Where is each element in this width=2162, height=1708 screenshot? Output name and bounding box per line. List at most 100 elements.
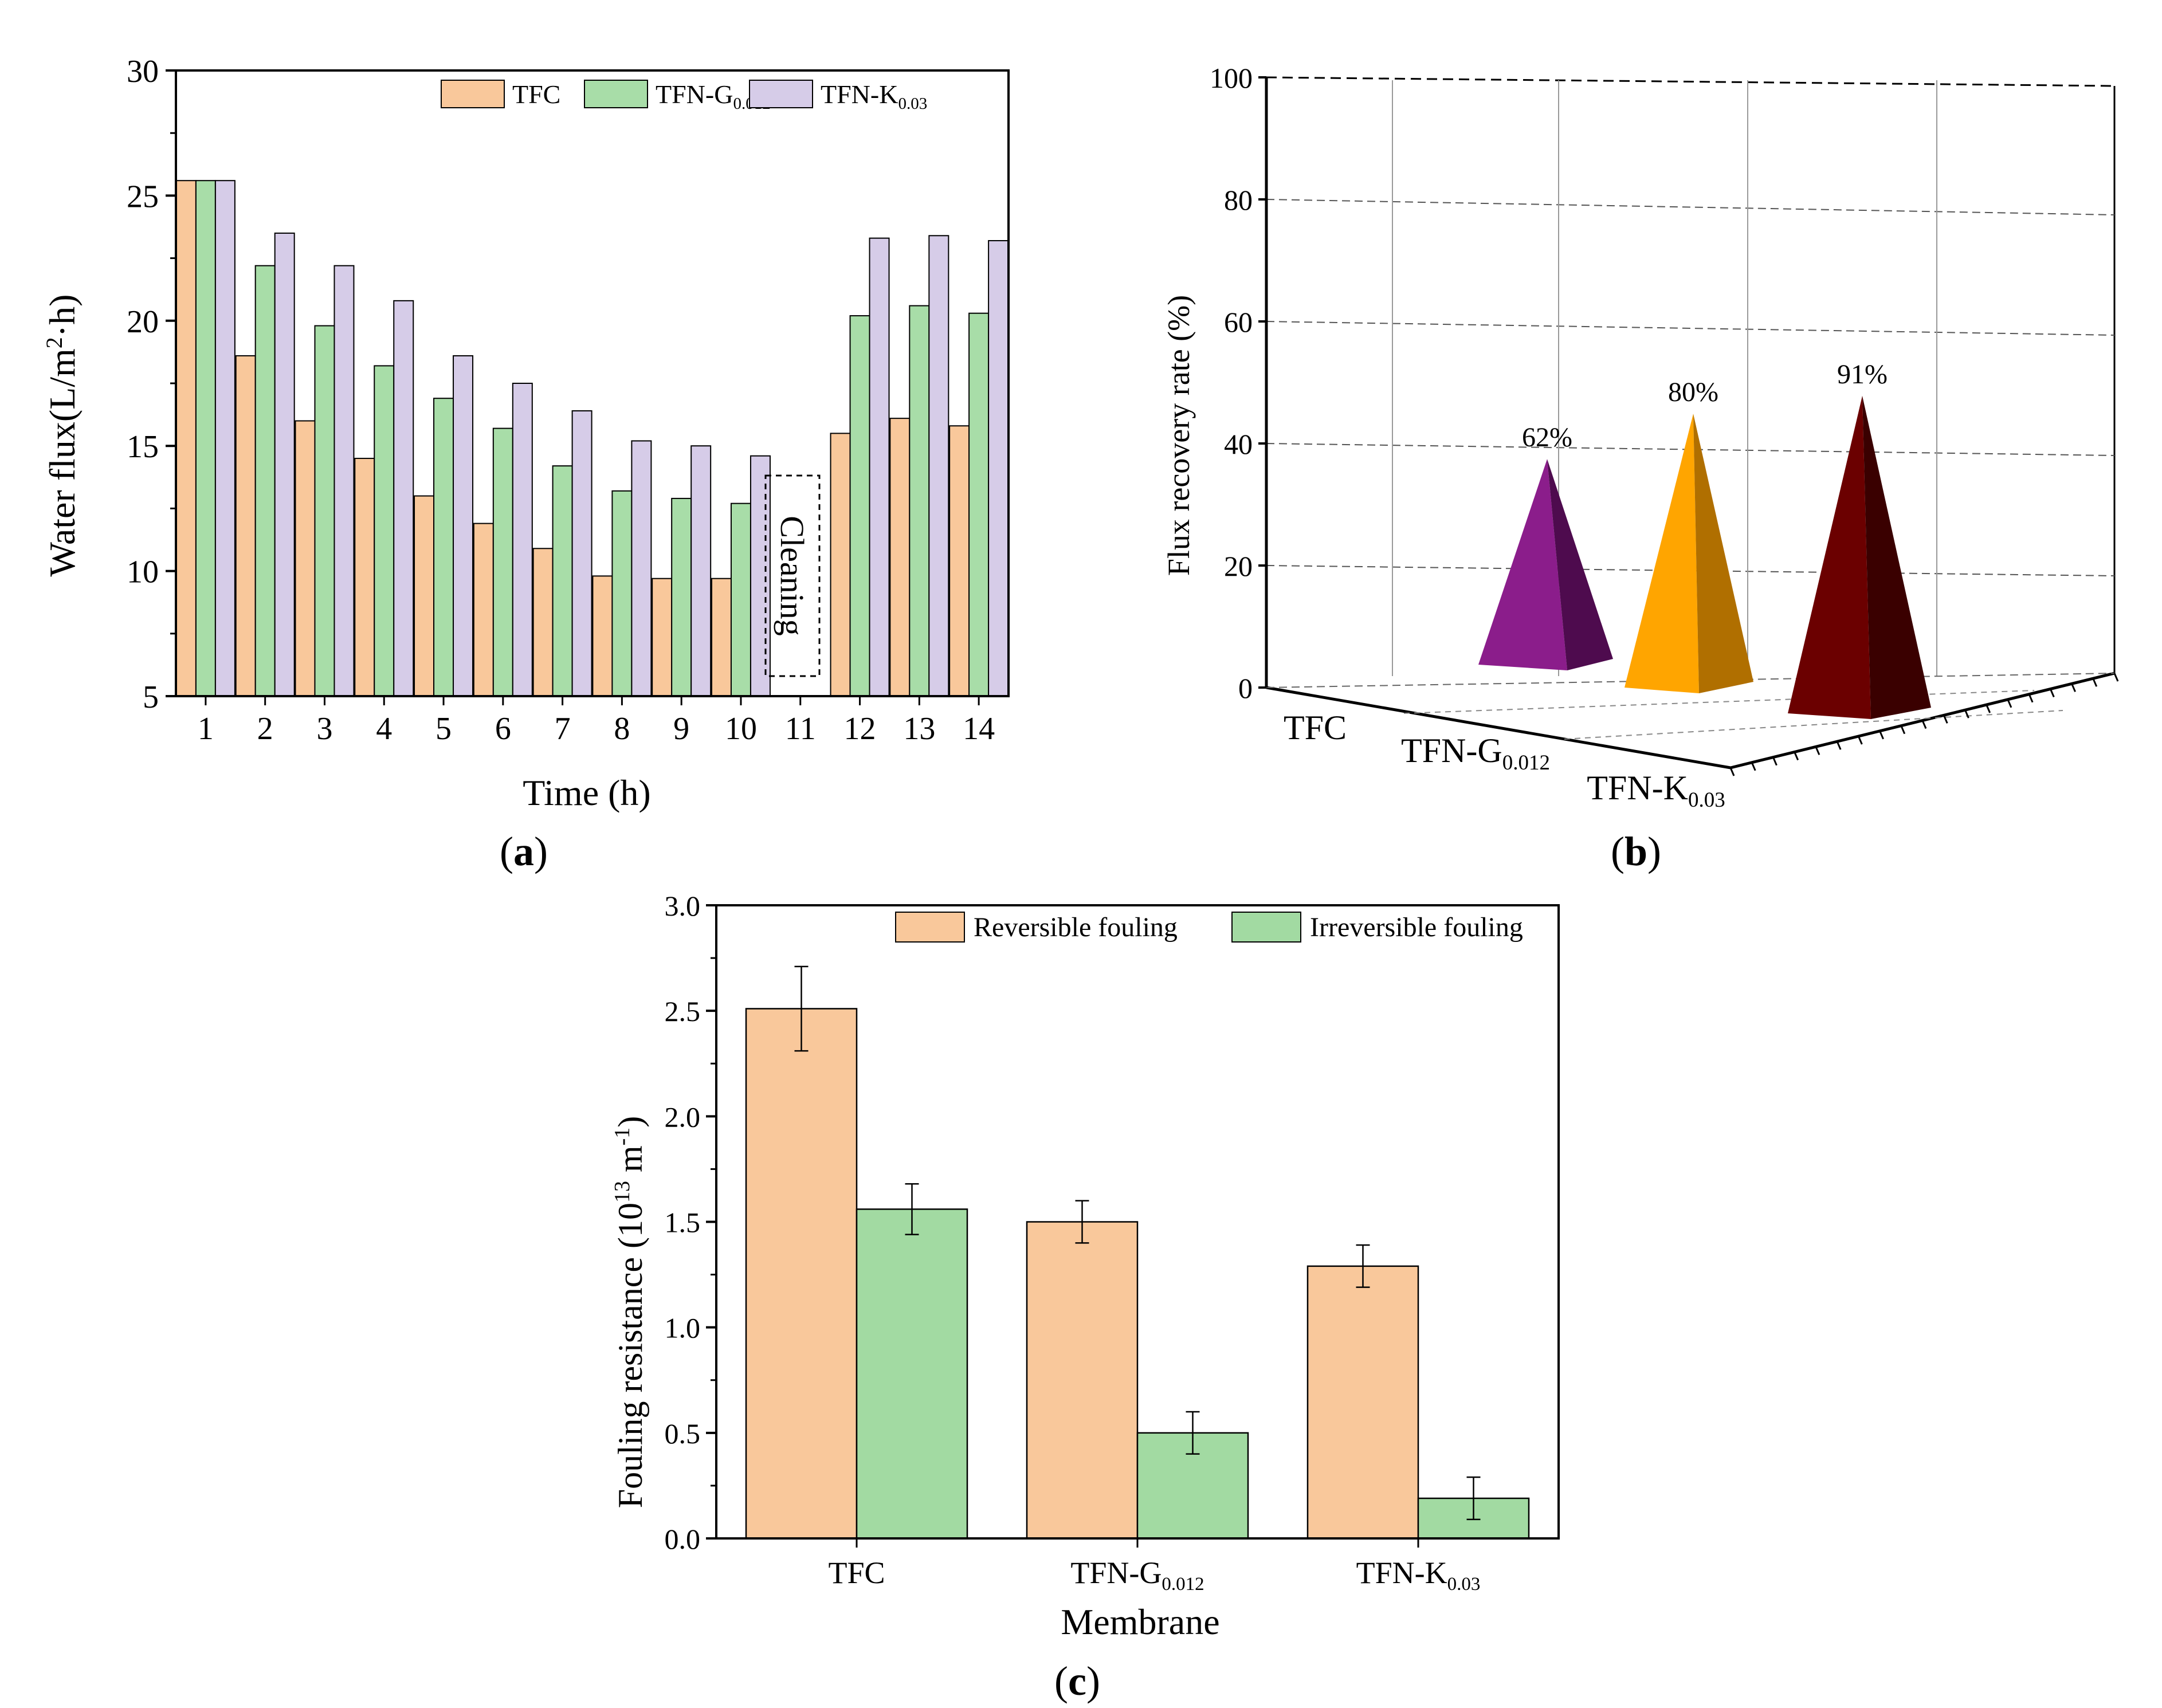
bar-a-TFN-K-5 (453, 355, 474, 697)
panel-c-chart: 0.0 0.5 1.0 1.5 2.0 2.5 3.0 TFC TFN-G0.012 TFN-K… (610, 890, 1560, 1704)
y-tick-label: 10 (127, 555, 159, 590)
legend-swatch (895, 912, 965, 943)
panel-b-pyramids: 62% 80% 91% (1478, 359, 1931, 719)
floor-tick (1836, 741, 1842, 750)
bar-a-TFC-2 (235, 355, 256, 697)
x-tick-label: 12 (844, 711, 876, 747)
bar-c-0-0 (745, 1008, 858, 1540)
y-tick-label: 80 (1224, 184, 1253, 216)
legend-label: TFC (512, 80, 560, 109)
bar-a-TFN-K-13 (928, 235, 949, 697)
panel-c-bars (745, 1008, 1530, 1540)
legend-label-sub: 0.03 (898, 95, 927, 113)
paren-close: ) (1086, 1658, 1100, 1704)
bar-c-0-2 (1306, 1265, 1419, 1540)
bar-a-TFN-K-1 (214, 180, 236, 697)
bar-a-TFN-K-14 (988, 240, 1009, 697)
floor-tick (1794, 751, 1799, 761)
floor-tick (1943, 714, 1948, 724)
y-tick-label: 60 (1224, 306, 1253, 338)
bar-a-TFN-K-12 (869, 237, 890, 697)
floor-grid (1403, 690, 2035, 714)
panel-c-error-bars (794, 965, 1481, 1521)
panel-c-x-axis-label: Membrane (1061, 1601, 1219, 1642)
pyramid-front-face (1625, 414, 1699, 693)
x-tick-label: 7 (555, 711, 571, 747)
panel-c-label: (c) (1054, 1658, 1100, 1704)
paren-open: ( (500, 829, 513, 874)
x-tick-label: 5 (435, 711, 452, 747)
bar-a-TFN-K-6 (512, 383, 533, 697)
bar-a-TFN-K-7 (571, 410, 593, 697)
y-tick-label: 3.0 (665, 890, 701, 922)
bar-a-TFN-K-10 (750, 455, 771, 697)
x-tick-label-sub: 0.012 (1162, 1574, 1204, 1595)
floor-tick (2049, 688, 2055, 698)
pyramid-front-face (1788, 395, 1871, 719)
floor-tick (1751, 762, 1756, 771)
panel-c-legend: Reversible fouling Irreversible fouling (895, 912, 1523, 943)
back-top-edge (1266, 76, 2115, 87)
bar-a-TFN-G-9 (671, 497, 692, 697)
panel-letter: b (1625, 829, 1647, 874)
x-tick-label-base: TFC (828, 1556, 885, 1590)
category-label-sub: 0.03 (1688, 788, 1725, 812)
bar-a-TFN-G-12 (849, 315, 870, 697)
y-tick-label: 30 (127, 54, 159, 89)
floor-tick (1729, 767, 1735, 776)
ylabel-part: m (611, 1145, 649, 1181)
bar-a-TFC-10 (711, 578, 732, 697)
bar-a-TFC-7 (532, 548, 554, 697)
legend-swatch (749, 80, 813, 108)
bar-a-TFN-G-1 (195, 180, 216, 697)
pyramid-front-face (1478, 459, 1567, 670)
bar-c-1-0 (856, 1208, 968, 1540)
x-tick-label: TFN-K0.03 (1356, 1556, 1481, 1595)
floor-tick (2071, 683, 2076, 692)
floor-tick (2092, 678, 2098, 687)
bar-a-TFC-5 (414, 495, 435, 697)
paren-open: ( (1611, 829, 1625, 874)
bar-a-TFC-1 (175, 180, 197, 697)
back-grid-line (1266, 321, 2115, 336)
y-tick-label: 1.0 (665, 1312, 701, 1344)
pyramid-value-label: 91% (1837, 359, 1888, 390)
panel-b-y-axis-label: Flux recovery rate (%) (1162, 295, 1196, 576)
legend-label: Reversible fouling (974, 912, 1178, 943)
x-tick-label: 9 (673, 711, 689, 747)
panel-letter: a (513, 829, 534, 874)
floor-tick (2113, 673, 2119, 682)
floor-front-edge (1266, 686, 1731, 769)
floor-tick (1772, 757, 1778, 766)
y-tick-label: 15 (127, 429, 159, 465)
panel-a-x-ticks: 1 2 3 4 5 6 7 8 9 10 11 12 13 14 (198, 696, 995, 747)
panel-c-y-ticks: 0.0 0.5 1.0 1.5 2.0 2.5 3.0 (665, 890, 716, 1555)
back-grid-line (1266, 199, 2115, 215)
legend-label: TFN-K0.03 (821, 80, 927, 113)
panel-letter: c (1068, 1658, 1086, 1704)
bar-a-TFN-G-7 (552, 465, 573, 697)
floor-grid (1564, 710, 2063, 740)
panel-b-label: (b) (1611, 829, 1661, 874)
x-tick-label: 4 (376, 711, 392, 747)
legend-swatch (1231, 912, 1301, 943)
panel-a-y-ticks: 5 10 15 20 25 30 (127, 54, 176, 715)
x-tick-label: 3 (316, 711, 332, 747)
bar-a-TFN-G-3 (314, 325, 335, 697)
panel-c-x-ticks: TFC TFN-G0.012 TFN-K0.03 (828, 1538, 1480, 1595)
x-tick-label: 6 (495, 711, 511, 747)
y-tick-label: 20 (127, 304, 159, 340)
bar-a-TFN-G-4 (374, 365, 395, 697)
bar-a-TFN-G-2 (254, 265, 276, 697)
ylabel-part: Water flux(L/m (42, 348, 83, 576)
bar-a-TFN-K-2 (274, 232, 295, 697)
pyramid-side-face (1862, 395, 1931, 719)
bar-a-TFC-13 (889, 418, 911, 697)
bar-a-TFC-8 (592, 575, 613, 697)
bar-a-TFN-G-10 (730, 502, 751, 697)
bar-a-TFN-G-14 (968, 312, 990, 697)
floor-tick (2007, 699, 2012, 708)
floor-tick (2028, 694, 2034, 703)
x-tick-label: TFN-G0.012 (1070, 1556, 1204, 1595)
